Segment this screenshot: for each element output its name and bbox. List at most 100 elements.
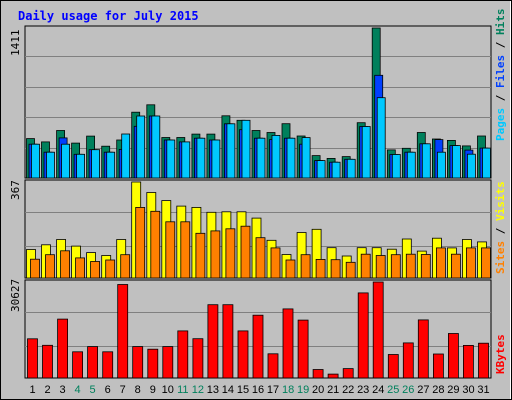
- bottom-bar-kbytes-day-4: [72, 351, 83, 379]
- x-axis-day-labels: 1 2 3 4 5 6 7 8 9 10 11 12 13 14 15 16 17 18 19 20 21 22 23 24 2…: [29, 384, 489, 396]
- x-tick-label-day-7: 7: [120, 384, 126, 396]
- bottom-bar-kbytes-day-20: [312, 369, 324, 379]
- x-tick-label-day-12: 12: [192, 384, 204, 396]
- x-tick-label-day-8: 8: [135, 384, 141, 396]
- x-tick-label-day-28: 28: [432, 384, 444, 396]
- middle-bar-sites-day-25: [390, 254, 401, 279]
- middle-bar-sites-day-27: [420, 254, 431, 279]
- x-tick-label-day-21: 21: [327, 384, 339, 396]
- top-bar-pages-day-13: [211, 139, 221, 179]
- top-bar-pages-day-28: [436, 151, 446, 179]
- top-bar-pages-day-21: [331, 161, 341, 179]
- x-tick-label-day-4: 4: [75, 384, 81, 396]
- top-bar-pages-day-7: [121, 133, 131, 179]
- bottom-bar-kbytes-day-22: [342, 368, 354, 379]
- middle-bar-sites-day-28: [435, 247, 446, 279]
- bottom-bar-kbytes-day-31: [478, 342, 489, 379]
- middle-bar-sites-day-31: [481, 247, 491, 279]
- x-tick-label-day-3: 3: [60, 384, 66, 396]
- x-tick-label-day-9: 9: [150, 384, 156, 396]
- bottom-bar-kbytes-day-24: [372, 281, 384, 379]
- middle-bar-sites-day-23: [360, 253, 371, 279]
- bottom-bar-kbytes-day-1: [27, 338, 38, 379]
- top-bar-pages-day-26: [406, 151, 416, 179]
- x-tick-label-day-14: 14: [222, 384, 234, 396]
- middle-bar-sites-day-3: [60, 250, 70, 279]
- legend-middle: Sites / Visits: [494, 181, 507, 274]
- x-tick-label-day-1: 1: [29, 384, 35, 396]
- bottom-bar-kbytes-day-5: [87, 346, 98, 379]
- x-tick-label-day-22: 22: [342, 384, 354, 396]
- x-tick-label-day-31: 31: [477, 384, 489, 396]
- bottom-ymax-label: 30627: [9, 279, 22, 312]
- middle-bar-sites-day-21: [330, 259, 341, 279]
- top-bar-pages-day-3: [61, 143, 70, 179]
- middle-bar-sites-day-17: [270, 247, 281, 279]
- middle-bar-sites-day-8: [135, 206, 146, 279]
- legend-hits: Hits: [494, 9, 507, 36]
- top-bar-pages-day-23: [361, 126, 371, 179]
- x-tick-label-day-30: 30: [462, 384, 474, 396]
- top-bar-pages-day-9: [151, 115, 161, 179]
- top-bar-pages-day-29: [451, 145, 461, 179]
- middle-bar-sites-day-7: [120, 254, 131, 279]
- bottom-bar-kbytes-day-7: [117, 284, 129, 379]
- bottom-bar-kbytes-day-29: [447, 333, 459, 379]
- middle-bar-sites-day-24: [375, 255, 386, 279]
- bottom-bar-kbytes-day-8: [132, 346, 144, 379]
- bottom-bar-kbytes-day-25: [387, 354, 399, 379]
- top-bar-pages-day-5: [91, 149, 100, 179]
- middle-bar-sites-day-10: [165, 221, 176, 279]
- top-bar-pages-day-8: [136, 115, 146, 179]
- top-bar-pages-day-24: [376, 97, 386, 179]
- top-bar-pages-day-17: [271, 134, 281, 179]
- top-bar-pages-day-14: [226, 123, 236, 179]
- x-tick-label-day-5: 5: [90, 384, 96, 396]
- bottom-bar-kbytes-day-16: [252, 314, 264, 379]
- top-bar-pages-day-27: [421, 143, 431, 179]
- middle-bar-sites-day-19: [300, 254, 311, 279]
- legend-pages: Pages: [494, 108, 507, 141]
- x-tick-label-day-23: 23: [357, 384, 369, 396]
- middle-bar-sites-day-30: [465, 247, 476, 279]
- middle-bar-sites-day-11: [180, 221, 191, 279]
- top-bar-pages-day-20: [316, 160, 326, 179]
- bottom-bar-kbytes-day-19: [297, 319, 309, 379]
- middle-ymax-label: 367: [9, 180, 22, 200]
- top-bar-pages-day-16: [256, 137, 266, 179]
- middle-bar-sites-day-29: [450, 253, 461, 279]
- x-tick-label-day-25: 25: [387, 384, 399, 396]
- bottom-bar-kbytes-day-21: [327, 373, 339, 379]
- top-bar-pages-day-22: [346, 158, 356, 179]
- top-bar-pages-day-31: [482, 147, 491, 179]
- top-bar-pages-day-2: [46, 151, 55, 179]
- bottom-bar-kbytes-day-28: [432, 353, 444, 379]
- bottom-bar-kbytes-day-17: [267, 353, 279, 379]
- legend-visits: Visits: [494, 181, 507, 221]
- x-tick-label-day-18: 18: [282, 384, 294, 396]
- legend-files: Files: [494, 55, 507, 88]
- bottom-bar-kbytes-day-3: [57, 318, 68, 379]
- middle-bar-sites-day-26: [405, 253, 416, 279]
- x-tick-label-day-26: 26: [402, 384, 414, 396]
- middle-bar-sites-day-14: [225, 228, 236, 279]
- middle-bar-sites-day-1: [30, 258, 40, 279]
- top-bar-pages-day-25: [391, 154, 401, 179]
- bottom-bar-kbytes-day-12: [192, 338, 204, 379]
- middle-bar-sites-day-9: [150, 210, 161, 279]
- legend-bottom: KBytes: [494, 334, 507, 374]
- bottom-bar-kbytes-day-9: [147, 348, 159, 379]
- middle-bar-sites-day-15: [240, 225, 251, 279]
- x-tick-label-day-24: 24: [372, 384, 384, 396]
- bottom-bar-kbytes-day-18: [282, 308, 294, 379]
- bottom-bar-kbytes-day-14: [222, 304, 234, 379]
- panel-visits-sites: [24, 179, 492, 279]
- top-bar-pages-day-12: [196, 137, 206, 179]
- middle-bar-sites-day-12: [195, 232, 206, 279]
- bottom-bar-kbytes-day-6: [102, 351, 114, 379]
- top-bar-pages-day-19: [301, 137, 311, 179]
- x-tick-label-day-27: 27: [417, 384, 429, 396]
- top-bar-pages-day-10: [166, 139, 176, 179]
- x-tick-label-day-6: 6: [105, 384, 111, 396]
